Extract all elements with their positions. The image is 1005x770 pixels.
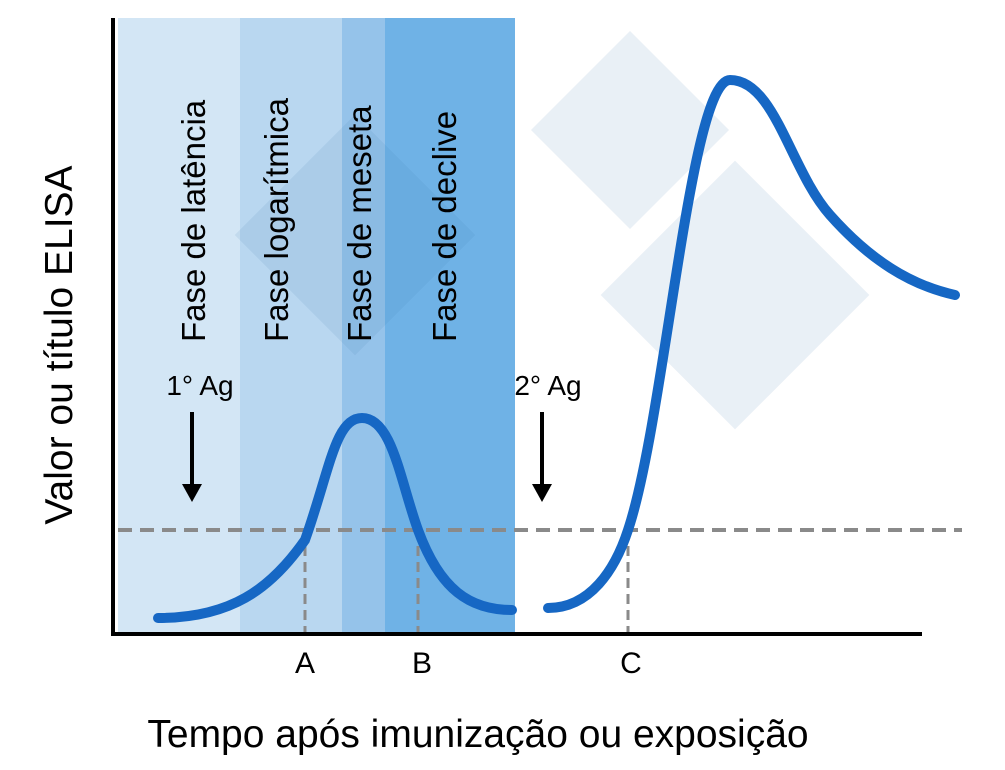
secondary-response-curve [543, 74, 960, 613]
x-axis-label: Tempo após imunização ou exposição [147, 713, 808, 756]
antigen-label: 2° Ag [514, 370, 581, 401]
arrows [182, 412, 552, 502]
phase-label: Fase de declive [426, 111, 463, 342]
antigen-label: 1° Ag [166, 370, 233, 401]
y-axis-label: Valor ou título ELISA [38, 165, 81, 524]
marker-label: A [295, 647, 315, 680]
axes [111, 18, 922, 636]
phase-label: Fase logarítmica [258, 97, 295, 342]
primary-response-curve [153, 412, 517, 623]
phase-label: Fase de latência [175, 99, 212, 342]
marker-label: B [412, 647, 432, 680]
phase-label: Fase de meseta [341, 105, 378, 342]
marker-label: C [620, 647, 642, 680]
